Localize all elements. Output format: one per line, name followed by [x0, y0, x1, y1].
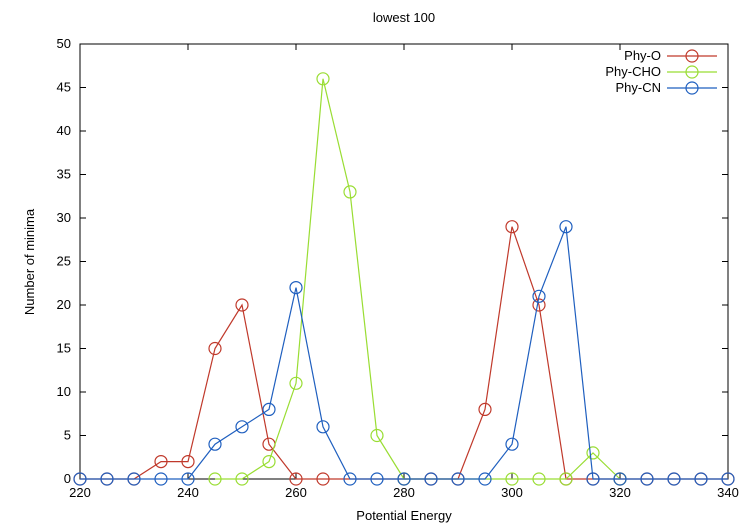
plot-frame: [79, 43, 729, 480]
data-point: [559, 472, 573, 486]
data-point: [316, 72, 330, 86]
legend-marker: [685, 49, 699, 63]
data-point: [289, 281, 303, 295]
data-point: [532, 472, 546, 486]
data-point: [235, 472, 249, 486]
x-tick-label: 240: [177, 485, 199, 500]
x-axis: 220 240 260 280 300 320 340: [69, 44, 739, 500]
y-tick-label: 40: [57, 123, 71, 138]
y-tick-label: 20: [57, 297, 71, 312]
legend-marker: [685, 65, 699, 79]
data-point: [289, 472, 303, 486]
data-point: [316, 472, 330, 486]
x-axis-title: Potential Energy: [356, 508, 452, 523]
data-point: [343, 185, 357, 199]
series-phy-cn: [73, 220, 735, 486]
data-point: [100, 472, 114, 486]
y-tick-label: 15: [57, 341, 71, 356]
data-point: [505, 472, 519, 486]
data-point: [586, 446, 600, 460]
data-point: [667, 472, 681, 486]
series-line: [80, 226, 728, 480]
legend-label: Phy-CN: [615, 80, 661, 95]
data-point: [478, 402, 492, 416]
data-point: [370, 428, 384, 443]
y-tick-label: 35: [57, 167, 71, 182]
x-tick-label: 220: [69, 485, 91, 500]
x-tick-label: 320: [609, 485, 631, 500]
legend-label: Phy-CHO: [605, 64, 661, 79]
data-point: [127, 472, 141, 486]
series-group: [73, 72, 735, 486]
data-point: [181, 455, 195, 469]
data-point: [316, 420, 330, 434]
y-axis: 0 5 10 15 20 25 30 35 40 45 50: [57, 36, 728, 486]
data-point: [640, 472, 654, 486]
y-tick-label: 50: [57, 36, 71, 51]
series-line: [80, 226, 728, 480]
data-point: [235, 420, 249, 434]
series-phy-cho: [208, 72, 627, 486]
chart-title: lowest 100: [373, 10, 435, 25]
data-point: [235, 298, 249, 312]
data-point: [559, 220, 573, 234]
data-point: [424, 472, 438, 486]
data-point: [154, 472, 168, 486]
data-point: [694, 472, 708, 486]
x-tick-label: 300: [501, 485, 523, 500]
y-axis-title: Number of minima: [22, 208, 37, 315]
y-tick-label: 30: [57, 210, 71, 225]
data-point: [208, 341, 222, 356]
y-tick-label: 10: [57, 384, 71, 399]
data-point: [154, 455, 168, 469]
data-point: [721, 472, 735, 486]
data-point: [289, 376, 303, 390]
x-tick-label: 280: [393, 485, 415, 500]
legend-label: Phy-O: [624, 48, 661, 63]
data-point: [370, 472, 384, 486]
data-point: [343, 472, 357, 486]
data-point: [73, 472, 87, 486]
y-tick-label: 25: [57, 254, 71, 269]
y-tick-label: 45: [57, 80, 71, 95]
data-point: [181, 472, 195, 486]
data-point: [586, 472, 600, 486]
x-tick-label: 340: [717, 485, 739, 500]
data-point: [262, 455, 276, 469]
data-point: [478, 472, 492, 486]
data-point: [208, 472, 222, 486]
data-point: [451, 472, 465, 486]
legend-marker: [685, 81, 699, 95]
data-point: [262, 402, 276, 416]
series-phy-o: [73, 220, 735, 486]
data-point: [613, 472, 627, 486]
y-tick-label: 5: [64, 428, 71, 443]
data-point: [397, 472, 411, 486]
y-tick-label: 0: [64, 471, 71, 486]
data-point: [208, 437, 222, 451]
data-point: [532, 289, 546, 303]
x-tick-label: 260: [285, 485, 307, 500]
data-point: [505, 437, 519, 451]
series-line: [215, 78, 621, 480]
data-point: [505, 220, 519, 234]
